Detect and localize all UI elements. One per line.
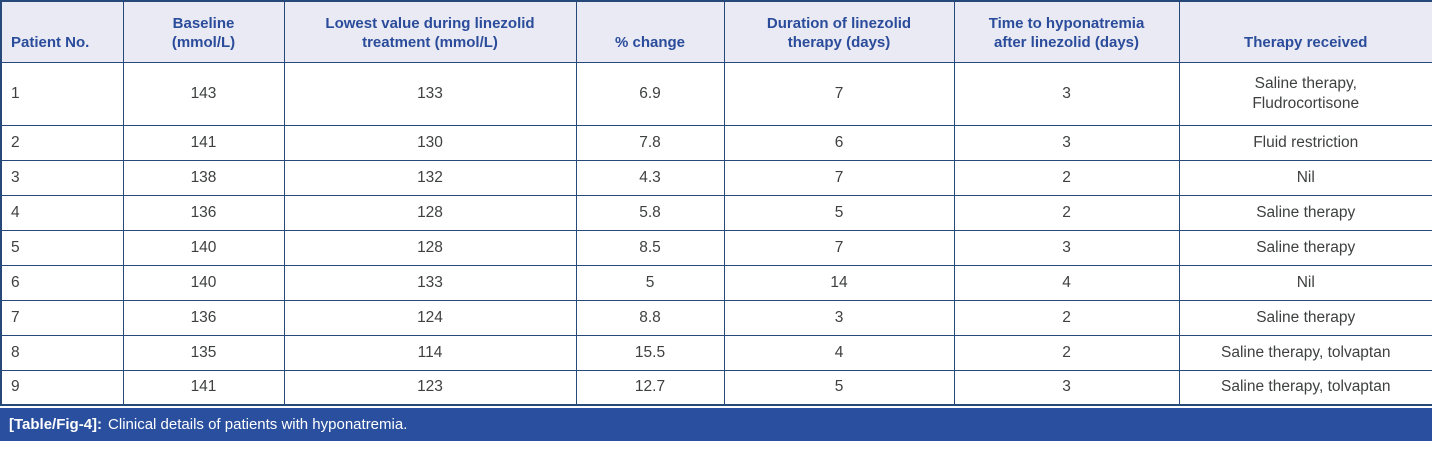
table-row: 2 141 130 7.8 6 3 Fluid restriction (0, 124, 1432, 161)
cell-patient-no: 2 (0, 124, 124, 161)
table-row: 4 136 128 5.8 5 2 Saline therapy (0, 194, 1432, 231)
cell-baseline: 138 (122, 159, 285, 196)
cell-time-to-hyponatremia: 3 (953, 124, 1180, 161)
cell-percent-change: 15.5 (575, 334, 725, 371)
cell-lowest-value: 133 (283, 264, 577, 301)
cell-patient-no: 1 (0, 61, 124, 126)
cell-percent-change: 12.7 (575, 369, 725, 406)
caption-label: [Table/Fig-4]: (9, 416, 103, 433)
bottom-margin (0, 441, 1432, 445)
cell-patient-no: 9 (0, 369, 124, 406)
cell-time-to-hyponatremia: 2 (953, 334, 1180, 371)
cell-lowest-value: 128 (283, 194, 577, 231)
table-row: 5 140 128 8.5 7 3 Saline therapy (0, 229, 1432, 266)
cell-lowest-value: 114 (283, 334, 577, 371)
cell-time-to-hyponatremia: 2 (953, 299, 1180, 336)
cell-therapy-received: Fluid restriction (1178, 124, 1432, 161)
cell-duration: 4 (723, 334, 955, 371)
table-header-row: Patient No. Baseline (mmol/L) Lowest val… (0, 0, 1432, 63)
cell-duration: 7 (723, 229, 955, 266)
cell-baseline: 141 (122, 124, 285, 161)
table-row: 1 143 133 6.9 7 3 Saline therapy, Fludro… (0, 61, 1432, 126)
cell-therapy-received: Saline therapy, tolvaptan (1178, 334, 1432, 371)
col-header-patient-no: Patient No. (0, 0, 124, 63)
table-row: 7 136 124 8.8 3 2 Saline therapy (0, 299, 1432, 336)
cell-baseline: 140 (122, 229, 285, 266)
cell-baseline: 140 (122, 264, 285, 301)
cell-time-to-hyponatremia: 3 (953, 369, 1180, 406)
cell-duration: 7 (723, 159, 955, 196)
col-header-percent-change: % change (575, 0, 725, 63)
cell-duration: 14 (723, 264, 955, 301)
cell-patient-no: 3 (0, 159, 124, 196)
cell-therapy-received: Saline therapy, tolvaptan (1178, 369, 1432, 406)
cell-percent-change: 5 (575, 264, 725, 301)
cell-lowest-value: 124 (283, 299, 577, 336)
cell-time-to-hyponatremia: 2 (953, 194, 1180, 231)
cell-patient-no: 6 (0, 264, 124, 301)
cell-therapy-received: Nil (1178, 159, 1432, 196)
cell-percent-change: 7.8 (575, 124, 725, 161)
table-row: 9 141 123 12.7 5 3 Saline therapy, tolva… (0, 369, 1432, 406)
cell-lowest-value: 132 (283, 159, 577, 196)
cell-patient-no: 4 (0, 194, 124, 231)
patient-table: Patient No. Baseline (mmol/L) Lowest val… (0, 0, 1432, 406)
cell-baseline: 143 (122, 61, 285, 126)
cell-time-to-hyponatremia: 3 (953, 229, 1180, 266)
cell-therapy-received: Nil (1178, 264, 1432, 301)
cell-percent-change: 6.9 (575, 61, 725, 126)
table-row: 6 140 133 5 14 4 Nil (0, 264, 1432, 301)
cell-baseline: 136 (122, 299, 285, 336)
cell-duration: 5 (723, 369, 955, 406)
table-caption: [Table/Fig-4]: Clinical details of patie… (0, 408, 1432, 441)
cell-time-to-hyponatremia: 3 (953, 61, 1180, 126)
cell-therapy-received: Saline therapy (1178, 194, 1432, 231)
cell-therapy-received: Saline therapy (1178, 229, 1432, 266)
cell-percent-change: 8.8 (575, 299, 725, 336)
cell-baseline: 135 (122, 334, 285, 371)
cell-therapy-received: Saline therapy (1178, 299, 1432, 336)
col-header-baseline: Baseline (mmol/L) (122, 0, 285, 63)
col-header-duration: Duration of linezolid therapy (days) (723, 0, 955, 63)
cell-patient-no: 7 (0, 299, 124, 336)
cell-baseline: 136 (122, 194, 285, 231)
col-header-therapy-received: Therapy received (1178, 0, 1432, 63)
cell-time-to-hyponatremia: 2 (953, 159, 1180, 196)
cell-duration: 6 (723, 124, 955, 161)
table-row: 3 138 132 4.3 7 2 Nil (0, 159, 1432, 196)
cell-percent-change: 8.5 (575, 229, 725, 266)
table-row: 8 135 114 15.5 4 2 Saline therapy, tolva… (0, 334, 1432, 371)
cell-therapy-received: Saline therapy, Fludrocortisone (1178, 61, 1432, 126)
cell-duration: 7 (723, 61, 955, 126)
cell-patient-no: 8 (0, 334, 124, 371)
col-header-time-to-hyponatremia: Time to hyponatremia after linezolid (da… (953, 0, 1180, 63)
cell-lowest-value: 130 (283, 124, 577, 161)
cell-time-to-hyponatremia: 4 (953, 264, 1180, 301)
cell-lowest-value: 133 (283, 61, 577, 126)
cell-patient-no: 5 (0, 229, 124, 266)
cell-duration: 5 (723, 194, 955, 231)
cell-duration: 3 (723, 299, 955, 336)
col-header-lowest-value: Lowest value during linezolid treatment … (283, 0, 577, 63)
cell-lowest-value: 123 (283, 369, 577, 406)
cell-baseline: 141 (122, 369, 285, 406)
cell-lowest-value: 128 (283, 229, 577, 266)
caption-text: Clinical details of patients with hypona… (108, 416, 408, 433)
cell-percent-change: 4.3 (575, 159, 725, 196)
cell-percent-change: 5.8 (575, 194, 725, 231)
